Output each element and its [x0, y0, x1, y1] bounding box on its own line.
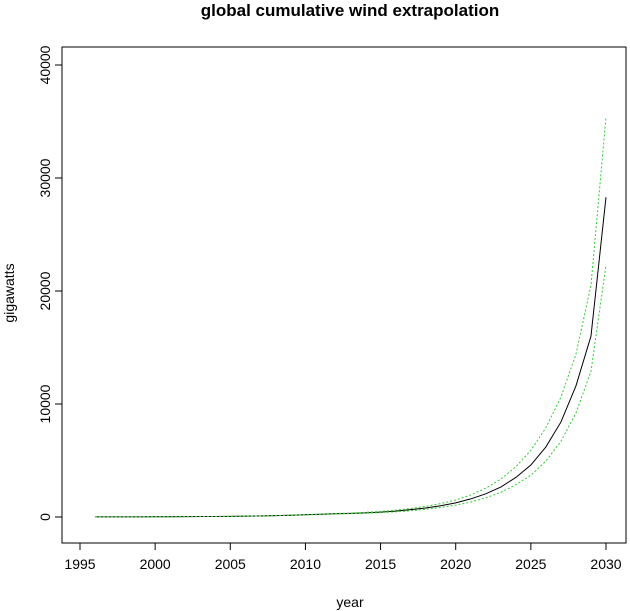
y-tick-label: 10000 — [37, 384, 53, 423]
x-tick-label: 1995 — [64, 556, 95, 572]
x-axis: 1995 2000 2005 2010 2015 2020 2025 2030 — [64, 542, 622, 572]
series-layer — [95, 116, 607, 518]
series-line-3 — [95, 264, 607, 518]
x-tick-label: 2030 — [590, 556, 621, 572]
x-tick-label: 2020 — [440, 556, 471, 572]
y-tick-label: 40000 — [37, 45, 53, 84]
y-axis-label: gigawatts — [1, 263, 17, 322]
y-tick-label: 30000 — [37, 158, 53, 197]
plot-frame — [61, 46, 627, 544]
x-tick-label: 2000 — [140, 556, 171, 572]
chart-title: global cumulative wind extrapolation — [201, 1, 500, 20]
x-tick-label: 2010 — [290, 556, 321, 572]
x-tick-label: 2005 — [215, 556, 246, 572]
x-tick-label: 2025 — [515, 556, 546, 572]
y-tick-label: 0 — [37, 513, 53, 521]
y-axis: 0 10000 20000 30000 40000 — [37, 45, 63, 521]
x-axis-label: year — [336, 594, 364, 610]
y-tick-label: 20000 — [37, 271, 53, 310]
series-line-2 — [95, 116, 607, 518]
x-tick-label: 2015 — [365, 556, 396, 572]
series-line-1 — [95, 197, 607, 518]
